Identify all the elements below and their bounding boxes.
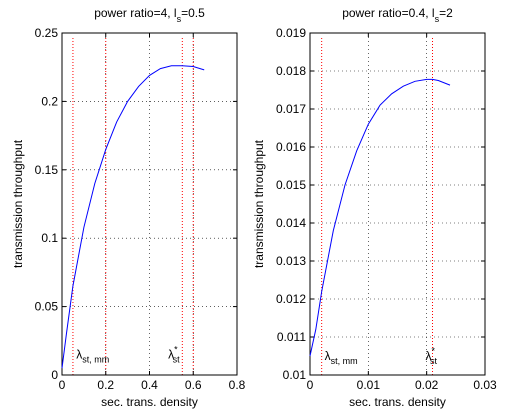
y-axis-label: transmission throughput: [11, 139, 25, 268]
y-tick-label: 0.019: [276, 26, 306, 40]
y-tick-label: 0.05: [35, 300, 59, 314]
y-tick-label: 0.15: [35, 163, 59, 177]
plot-title: power ratio=0.4, ls=2: [342, 6, 453, 24]
plot-title: power ratio=4, ls=0.5: [94, 6, 205, 24]
y-tick-label: 0.013: [276, 254, 306, 268]
y-tick-label: 0.011: [277, 330, 306, 344]
y-tick-label: 0.018: [276, 64, 306, 78]
series-line: [309, 78, 451, 357]
x-tick-label: 0.6: [185, 378, 202, 392]
right-plot: power ratio=0.4, ls=2 sec. trans. densit…: [252, 6, 497, 409]
x-tick-label: 0.03: [473, 378, 497, 392]
lambda-annotation: λst, mm: [325, 349, 358, 366]
x-axis-label: sec. trans. density: [349, 395, 446, 409]
x-tick-label: 0.02: [415, 378, 439, 392]
y-tick-label: 0.01: [283, 368, 307, 382]
y-tick-label: 0.25: [35, 26, 59, 40]
plot-frame: [61, 32, 238, 376]
y-tick-label: 0.017: [276, 102, 306, 116]
x-tick-label: 0: [307, 378, 314, 392]
left-plot: power ratio=4, ls=0.5 sec. trans. densit…: [11, 6, 246, 409]
lambda-annotation: λ* st: [168, 345, 180, 365]
lambda-annotation: λst, mm: [76, 348, 109, 365]
y-axis-label: transmission throughput: [252, 139, 266, 268]
y-tick-label: 0: [51, 368, 58, 382]
x-tick-label: 0.2: [97, 378, 114, 392]
y-tick-label: 0.1: [41, 231, 58, 245]
y-tick-label: 0.014: [276, 216, 306, 230]
y-tick-label: 0.2: [41, 94, 58, 108]
plot-frame: [309, 32, 486, 376]
lambda-annotation: λ* st: [426, 346, 438, 366]
x-axis-label: sec. trans. density: [101, 395, 198, 409]
y-tick-label: 0.012: [276, 292, 306, 306]
y-tick-label: 0.016: [276, 140, 306, 154]
x-tick-label: 0.01: [357, 378, 381, 392]
x-tick-label: 0: [59, 378, 66, 392]
x-tick-label: 0.8: [229, 378, 246, 392]
y-tick-label: 0.015: [276, 178, 306, 192]
x-tick-label: 0.4: [141, 378, 158, 392]
series-line: [61, 65, 205, 369]
